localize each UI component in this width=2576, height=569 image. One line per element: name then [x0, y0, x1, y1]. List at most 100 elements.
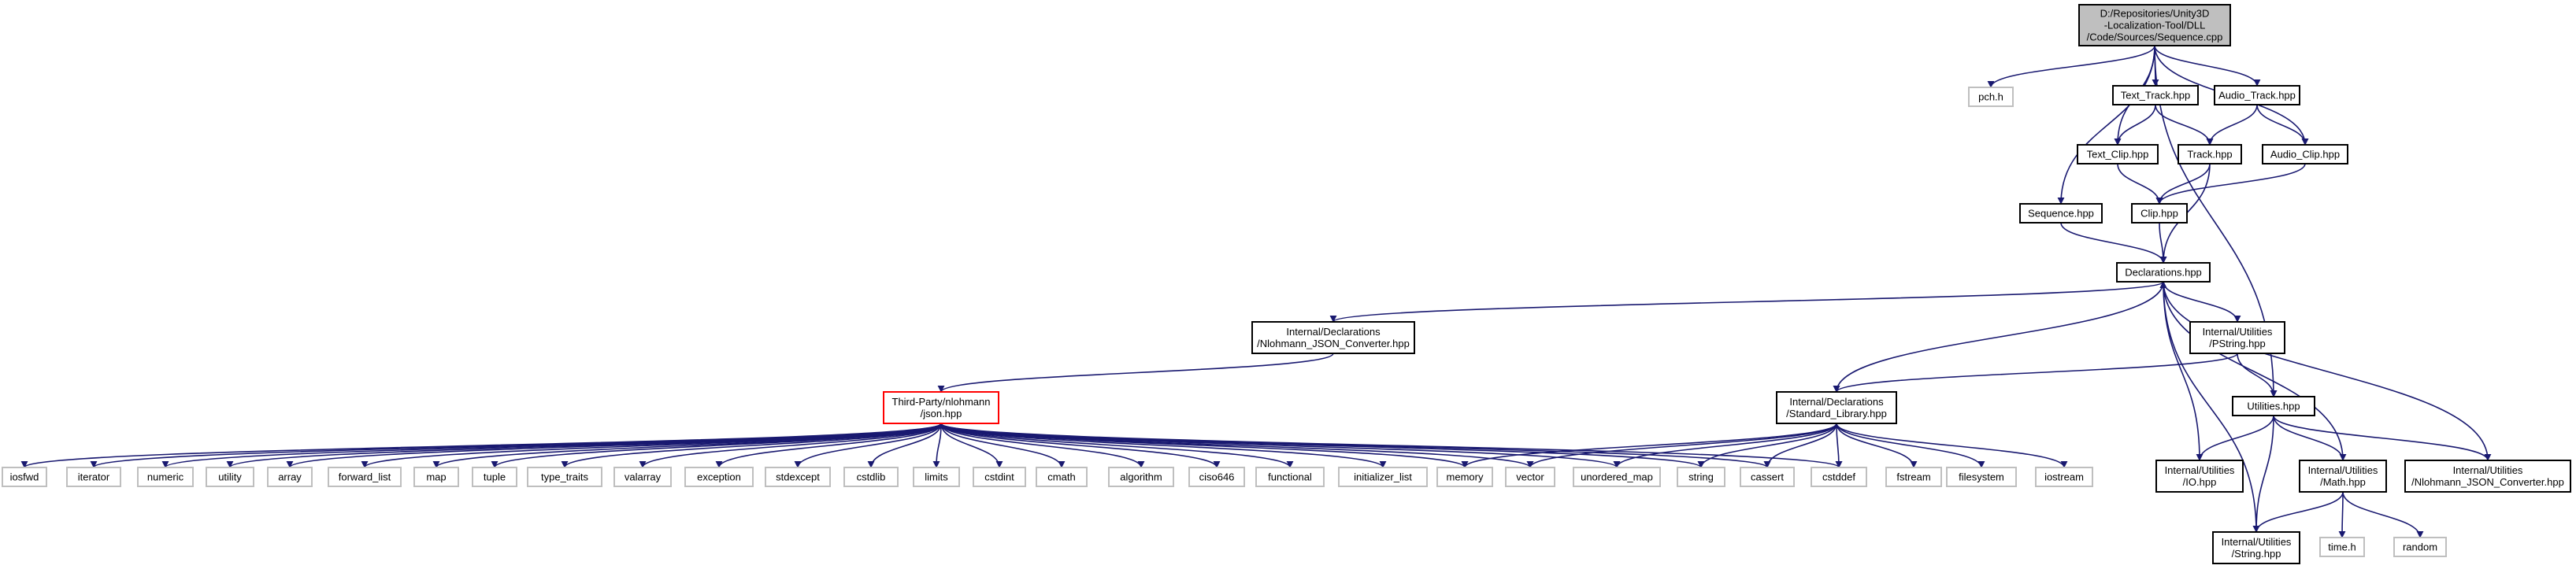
- node-cstdlib[interactable]: cstdlib: [843, 467, 899, 487]
- node-math[interactable]: Internal/Utilities/Math.hpp: [2299, 460, 2387, 493]
- node-stdexcept[interactable]: stdexcept: [765, 467, 831, 487]
- node-cstdint[interactable]: cstdint: [973, 467, 1026, 487]
- node-label-stdexcept-0: stdexcept: [776, 471, 820, 483]
- node-string_hpp[interactable]: Internal/Utilities/String.hpp: [2212, 531, 2300, 564]
- node-label-sequence-0: Sequence.hpp: [2028, 208, 2094, 220]
- node-iosfwd[interactable]: iosfwd: [2, 467, 47, 487]
- node-label-map-0: map: [426, 471, 446, 483]
- node-box-string: [1677, 467, 1725, 487]
- edge-declarations-to-nlohmann_conv_decl: [1329, 281, 2164, 323]
- node-string[interactable]: string: [1677, 467, 1725, 487]
- node-box-text_track: [2112, 85, 2199, 105]
- node-box-unordered_map: [1573, 467, 1661, 487]
- node-iostream[interactable]: iostream: [2035, 467, 2093, 487]
- node-text_clip[interactable]: Text_Clip.hpp: [2077, 144, 2159, 164]
- node-iterator[interactable]: iterator: [66, 467, 121, 487]
- node-cstddef[interactable]: cstddef: [1811, 467, 1867, 487]
- node-clip[interactable]: Clip.hpp: [2131, 203, 2188, 224]
- node-json[interactable]: Third-Party/nlohmann/json.hpp: [883, 391, 999, 424]
- node-track[interactable]: Track.hpp: [2178, 144, 2242, 164]
- node-audio_track[interactable]: Audio_Track.hpp: [2214, 85, 2300, 105]
- node-box-nlohmann_conv_decl: [1251, 321, 1415, 354]
- node-label-numeric-0: numeric: [147, 471, 184, 483]
- node-tuple[interactable]: tuple: [472, 467, 517, 487]
- node-label-type_traits-0: type_traits: [541, 471, 588, 483]
- edge-sequence-to-declarations: [2060, 222, 2167, 264]
- node-box-numeric: [137, 467, 194, 487]
- node-utility[interactable]: utility: [206, 467, 254, 487]
- node-cassert[interactable]: cassert: [1740, 467, 1795, 487]
- node-box-clip: [2131, 203, 2188, 224]
- node-box-random: [2393, 537, 2447, 557]
- node-limits[interactable]: limits: [913, 467, 960, 487]
- node-nlohmann_conv_decl[interactable]: Internal/Declarations/Nlohmann_JSON_Conv…: [1251, 321, 1415, 354]
- node-initializer_list[interactable]: initializer_list: [1338, 467, 1428, 487]
- node-functional[interactable]: functional: [1255, 467, 1325, 487]
- node-type_traits[interactable]: type_traits: [527, 467, 602, 487]
- node-box-iostream: [2035, 467, 2093, 487]
- edge-text_track-to-text_clip: [2114, 104, 2156, 146]
- node-random[interactable]: random: [2393, 537, 2447, 557]
- edge-utilities-to-math: [2273, 415, 2347, 461]
- node-pstring[interactable]: Internal/Utilities/PString.hpp: [2189, 321, 2285, 354]
- node-label-string_hpp-0: Internal/Utilities: [2222, 536, 2292, 548]
- node-exception[interactable]: exception: [684, 467, 754, 487]
- node-stdlib_hpp[interactable]: Internal/Declarations/Standard_Library.h…: [1776, 391, 1897, 424]
- node-label-io-1: /IO.hpp: [2183, 476, 2217, 488]
- node-text_track[interactable]: Text_Track.hpp: [2112, 85, 2199, 105]
- node-array[interactable]: array: [267, 467, 313, 487]
- node-vector[interactable]: vector: [1505, 467, 1555, 487]
- node-label-stdlib_hpp-1: /Standard_Library.hpp: [1786, 408, 1887, 419]
- node-io[interactable]: Internal/Utilities/IO.hpp: [2155, 460, 2244, 493]
- edge-math-to-declarations: [2159, 281, 2344, 461]
- edge-json-to-functional: [940, 423, 1294, 468]
- node-sequence[interactable]: Sequence.hpp: [2019, 203, 2103, 224]
- node-label-cstdlib-0: cstdlib: [857, 471, 886, 483]
- node-algorithm[interactable]: algorithm: [1108, 467, 1174, 487]
- node-box-valarray: [613, 467, 672, 487]
- node-label-root-1: -Localization-Tool/DLL: [2104, 20, 2206, 31]
- node-ciso646[interactable]: ciso646: [1188, 467, 1245, 487]
- node-declarations[interactable]: Declarations.hpp: [2116, 262, 2211, 283]
- node-numeric[interactable]: numeric: [137, 467, 194, 487]
- node-memory[interactable]: memory: [1436, 467, 1493, 487]
- node-label-clip-0: Clip.hpp: [2140, 208, 2178, 220]
- node-box-iterator: [66, 467, 121, 487]
- node-label-nlohmann_conv_decl-1: /Nlohmann_JSON_Converter.hpp: [1257, 338, 1410, 349]
- node-label-audio_clip-0: Audio_Clip.hpp: [2270, 149, 2340, 161]
- node-fstream[interactable]: fstream: [1885, 467, 1942, 487]
- node-utilities[interactable]: Utilities.hpp: [2232, 396, 2315, 416]
- node-label-nlohmann_conv_util-0: Internal/Utilities: [2453, 464, 2523, 476]
- node-label-string_hpp-1: /String.hpp: [2232, 548, 2281, 560]
- node-unordered_map[interactable]: unordered_map: [1573, 467, 1661, 487]
- node-label-cstdint-0: cstdint: [984, 471, 1014, 483]
- edge-pstring-to-utilities: [2237, 353, 2278, 397]
- node-label-utilities-0: Utilities.hpp: [2247, 401, 2300, 412]
- edge-audio_track-to-track: [2206, 104, 2258, 146]
- node-label-array-0: array: [278, 471, 302, 483]
- node-filesystem[interactable]: filesystem: [1946, 467, 2017, 487]
- node-box-cstdlib: [843, 467, 899, 487]
- node-box-tuple: [472, 467, 517, 487]
- node-valarray[interactable]: valarray: [613, 467, 672, 487]
- node-box-root: [2078, 4, 2231, 46]
- node-box-json: [883, 391, 999, 424]
- edge-utilities-to-io: [2196, 415, 2274, 461]
- nodes-layer: D:/Repositories/Unity3D-Localization-Too…: [2, 4, 2571, 564]
- node-label-memory-0: memory: [1447, 471, 1484, 483]
- node-box-cstdint: [973, 467, 1026, 487]
- node-root[interactable]: D:/Repositories/Unity3D-Localization-Too…: [2078, 4, 2231, 46]
- edge-json-to-vector: [940, 423, 1534, 468]
- node-audio_clip[interactable]: Audio_Clip.hpp: [2262, 144, 2348, 164]
- node-nlohmann_conv_util[interactable]: Internal/Utilities/Nlohmann_JSON_Convert…: [2404, 460, 2571, 493]
- node-time_h[interactable]: time.h: [2319, 537, 2365, 557]
- edge-json-to-initializer_list: [940, 423, 1387, 468]
- node-forward_list[interactable]: forward_list: [328, 467, 402, 487]
- node-box-array: [267, 467, 313, 487]
- edge-stdlib_hpp-to-filesystem: [1836, 423, 1985, 468]
- node-map[interactable]: map: [413, 467, 459, 487]
- node-pch[interactable]: pch.h: [1968, 87, 2014, 107]
- node-label-initializer_list-0: initializer_list: [1354, 471, 1412, 483]
- node-label-iostream-0: iostream: [2044, 471, 2084, 483]
- node-cmath[interactable]: cmath: [1036, 467, 1088, 487]
